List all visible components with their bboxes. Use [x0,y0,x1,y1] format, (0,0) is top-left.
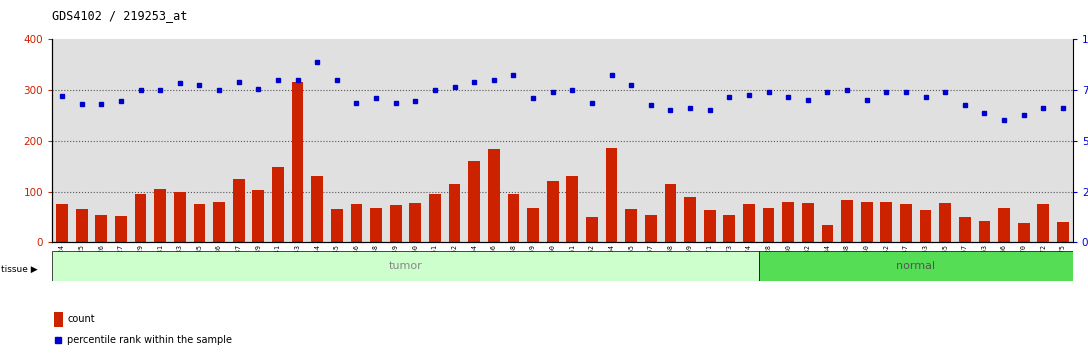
Bar [507,194,519,242]
Bar [272,167,284,242]
Bar [763,208,775,242]
Bar [213,202,225,242]
Bar [487,149,499,242]
Bar [1058,222,1068,242]
Bar [233,179,245,242]
Bar [115,216,127,242]
Bar [1017,223,1029,242]
Bar [57,204,67,242]
Bar [409,203,421,242]
Bar [370,208,382,242]
Bar [802,203,814,242]
Bar [782,202,794,242]
Text: GDS4102 / 219253_at: GDS4102 / 219253_at [52,9,187,22]
Bar [547,181,558,242]
Bar [350,204,362,242]
Bar [567,176,578,242]
Bar [331,210,343,242]
Bar [311,176,323,242]
Bar [292,82,304,242]
Bar [998,209,1010,242]
Bar [135,194,147,242]
Bar [724,215,735,242]
Bar [606,148,618,242]
Bar [978,221,990,242]
Text: count: count [67,314,95,324]
Bar [174,192,186,242]
Bar [743,204,755,242]
Bar [154,189,166,242]
Bar [54,312,63,326]
Bar [96,215,108,242]
Bar [959,217,970,242]
Bar [626,210,638,242]
Bar [252,190,264,242]
Bar [880,202,892,242]
Bar [821,225,833,242]
Text: normal: normal [897,261,936,272]
Text: percentile rank within the sample: percentile rank within the sample [67,335,233,346]
Bar [939,203,951,242]
Bar [468,161,480,242]
Bar [528,208,539,242]
Text: tumor: tumor [388,261,422,272]
Bar [919,210,931,242]
Bar [758,251,1073,281]
Bar [1038,204,1049,242]
Bar [390,205,401,242]
Bar [194,204,206,242]
Bar [448,184,460,242]
Bar [429,194,441,242]
Bar [665,184,677,242]
Bar [76,210,87,242]
Bar [841,200,853,242]
Bar [704,210,716,242]
Text: tissue ▶: tissue ▶ [1,264,38,274]
Bar [861,202,873,242]
Bar [684,197,696,242]
Bar [586,217,597,242]
Bar [52,251,758,281]
Bar [645,215,657,242]
Bar [900,204,912,242]
